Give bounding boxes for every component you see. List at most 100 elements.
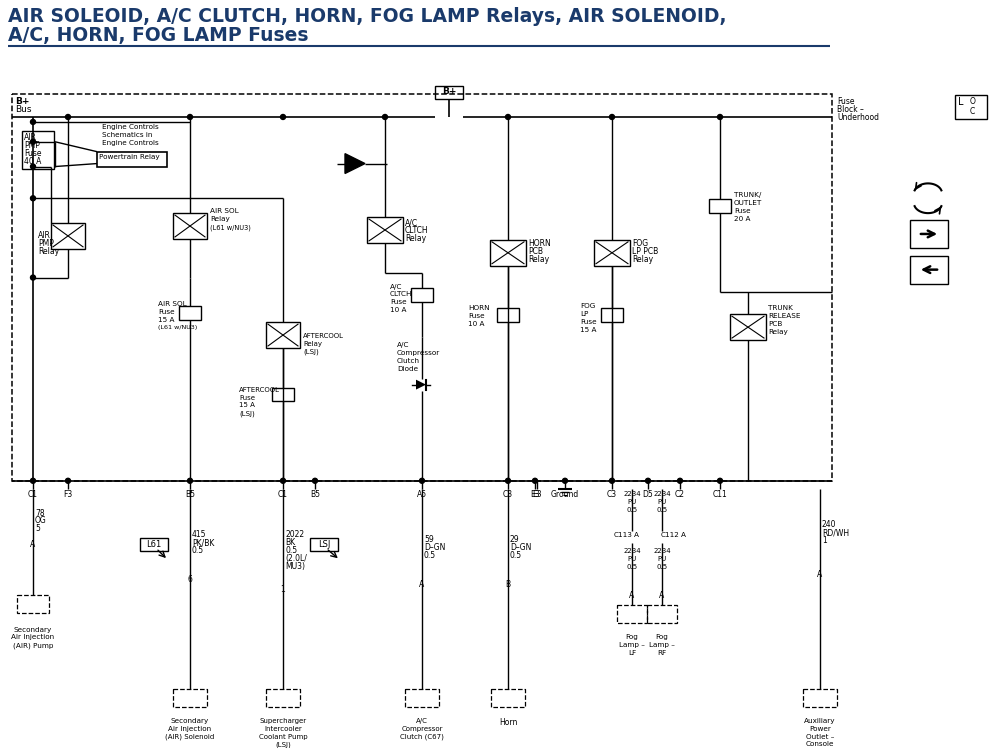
Text: RD/WH: RD/WH [822, 528, 849, 537]
Text: Fuse: Fuse [24, 149, 42, 158]
Text: Lamp –: Lamp – [619, 643, 645, 649]
Text: (LSJ): (LSJ) [275, 741, 291, 748]
Text: Console: Console [806, 741, 834, 747]
Text: 0.5: 0.5 [192, 546, 204, 555]
Text: C3: C3 [503, 490, 513, 499]
Text: Ground: Ground [551, 490, 579, 499]
Circle shape [678, 478, 682, 483]
Polygon shape [416, 380, 426, 390]
Text: C112: C112 [661, 533, 680, 539]
Bar [435, 86, 463, 99]
Text: LP PCB: LP PCB [632, 247, 658, 256]
Text: A: A [629, 591, 635, 600]
Text: (LSJ): (LSJ) [239, 411, 255, 417]
Text: Relay: Relay [405, 234, 426, 243]
Text: 2234: 2234 [623, 548, 641, 554]
Text: FOG: FOG [632, 239, 648, 248]
Text: HORN: HORN [528, 239, 551, 248]
Bar [497, 308, 519, 322]
Circle shape [30, 120, 36, 124]
Text: 0.5: 0.5 [626, 506, 638, 512]
Text: L: L [958, 97, 964, 107]
Text: Fog: Fog [626, 634, 638, 640]
Text: AFTERCOOL: AFTERCOOL [239, 387, 280, 393]
Text: Coolant Pump: Coolant Pump [259, 734, 307, 740]
Bar [51, 223, 85, 249]
Bar [17, 595, 49, 613]
Text: Relay: Relay [303, 341, 322, 347]
Text: AIR SOL: AIR SOL [158, 301, 187, 307]
Text: (AIR) Solenoid: (AIR) Solenoid [165, 734, 215, 740]
Text: AFTERCOOL: AFTERCOOL [303, 333, 344, 339]
Text: RF: RF [657, 650, 667, 656]
Text: PU: PU [657, 499, 667, 505]
Text: 78: 78 [35, 509, 45, 518]
Text: Engine Controls: Engine Controls [102, 140, 159, 146]
Text: 0.5: 0.5 [285, 546, 297, 555]
Text: A: A [817, 570, 823, 579]
Text: C3: C3 [607, 490, 617, 499]
Text: 15 A: 15 A [239, 402, 255, 408]
Text: Fuse: Fuse [580, 319, 597, 325]
Polygon shape [345, 153, 365, 174]
Text: B5: B5 [310, 490, 320, 499]
Bar [367, 217, 403, 243]
Text: C1: C1 [278, 490, 288, 499]
Text: Underhood: Underhood [837, 113, 879, 122]
Text: MU3): MU3) [285, 562, 305, 571]
Text: 10 A: 10 A [468, 321, 484, 327]
Text: 2234: 2234 [653, 548, 671, 554]
Text: Fuse: Fuse [837, 97, 854, 106]
Bar [601, 308, 623, 322]
Bar [910, 220, 948, 248]
Circle shape [532, 478, 538, 483]
Text: Fuse: Fuse [390, 299, 407, 305]
Bar [955, 95, 987, 119]
Text: BK: BK [285, 539, 295, 548]
Text: LF: LF [628, 650, 636, 656]
Bar [491, 689, 525, 707]
Text: 20 A: 20 A [734, 216, 750, 222]
Text: 59: 59 [424, 536, 434, 545]
Text: Relay: Relay [38, 247, 59, 256]
Text: Relay: Relay [768, 329, 788, 335]
Text: Relay: Relay [632, 255, 653, 264]
Text: AIR SOL: AIR SOL [210, 208, 239, 214]
Text: Air Injection: Air Injection [11, 634, 55, 640]
Text: PU: PU [627, 499, 637, 505]
Text: PK/BK: PK/BK [192, 539, 214, 548]
Circle shape [30, 478, 36, 483]
Circle shape [610, 114, 614, 120]
Text: (2.0L/: (2.0L/ [285, 554, 307, 563]
Text: 15 A: 15 A [158, 317, 175, 323]
Text: E3: E3 [530, 490, 540, 499]
Text: (AIR) Pump: (AIR) Pump [13, 643, 53, 649]
Text: A: A [659, 591, 665, 600]
Text: A: A [634, 533, 639, 539]
Bar [140, 539, 168, 551]
Text: Bus: Bus [15, 105, 32, 114]
Text: 15 A: 15 A [580, 327, 596, 333]
Text: 415: 415 [192, 530, 207, 539]
Circle shape [66, 114, 70, 120]
Bar [97, 152, 167, 167]
Circle shape [506, 478, 511, 483]
Circle shape [280, 114, 286, 120]
Text: OUTLET: OUTLET [734, 200, 762, 206]
Text: CLTCH: CLTCH [390, 292, 413, 298]
Bar [730, 314, 766, 340]
Text: Fuse: Fuse [734, 208, 751, 214]
Circle shape [312, 478, 318, 483]
Bar [310, 539, 338, 551]
Bar [22, 131, 54, 168]
Text: Horn: Horn [499, 718, 517, 727]
Text: Auxiliary: Auxiliary [804, 718, 836, 724]
Bar [647, 604, 677, 622]
Text: Air Injection: Air Injection [168, 726, 212, 732]
Text: A/C, HORN, FOG LAMP Fuses: A/C, HORN, FOG LAMP Fuses [8, 25, 308, 45]
Circle shape [562, 478, 568, 483]
Circle shape [718, 478, 722, 483]
Bar [411, 289, 433, 302]
Text: Fog: Fog [656, 634, 668, 640]
Text: CLTCH: CLTCH [405, 226, 429, 235]
